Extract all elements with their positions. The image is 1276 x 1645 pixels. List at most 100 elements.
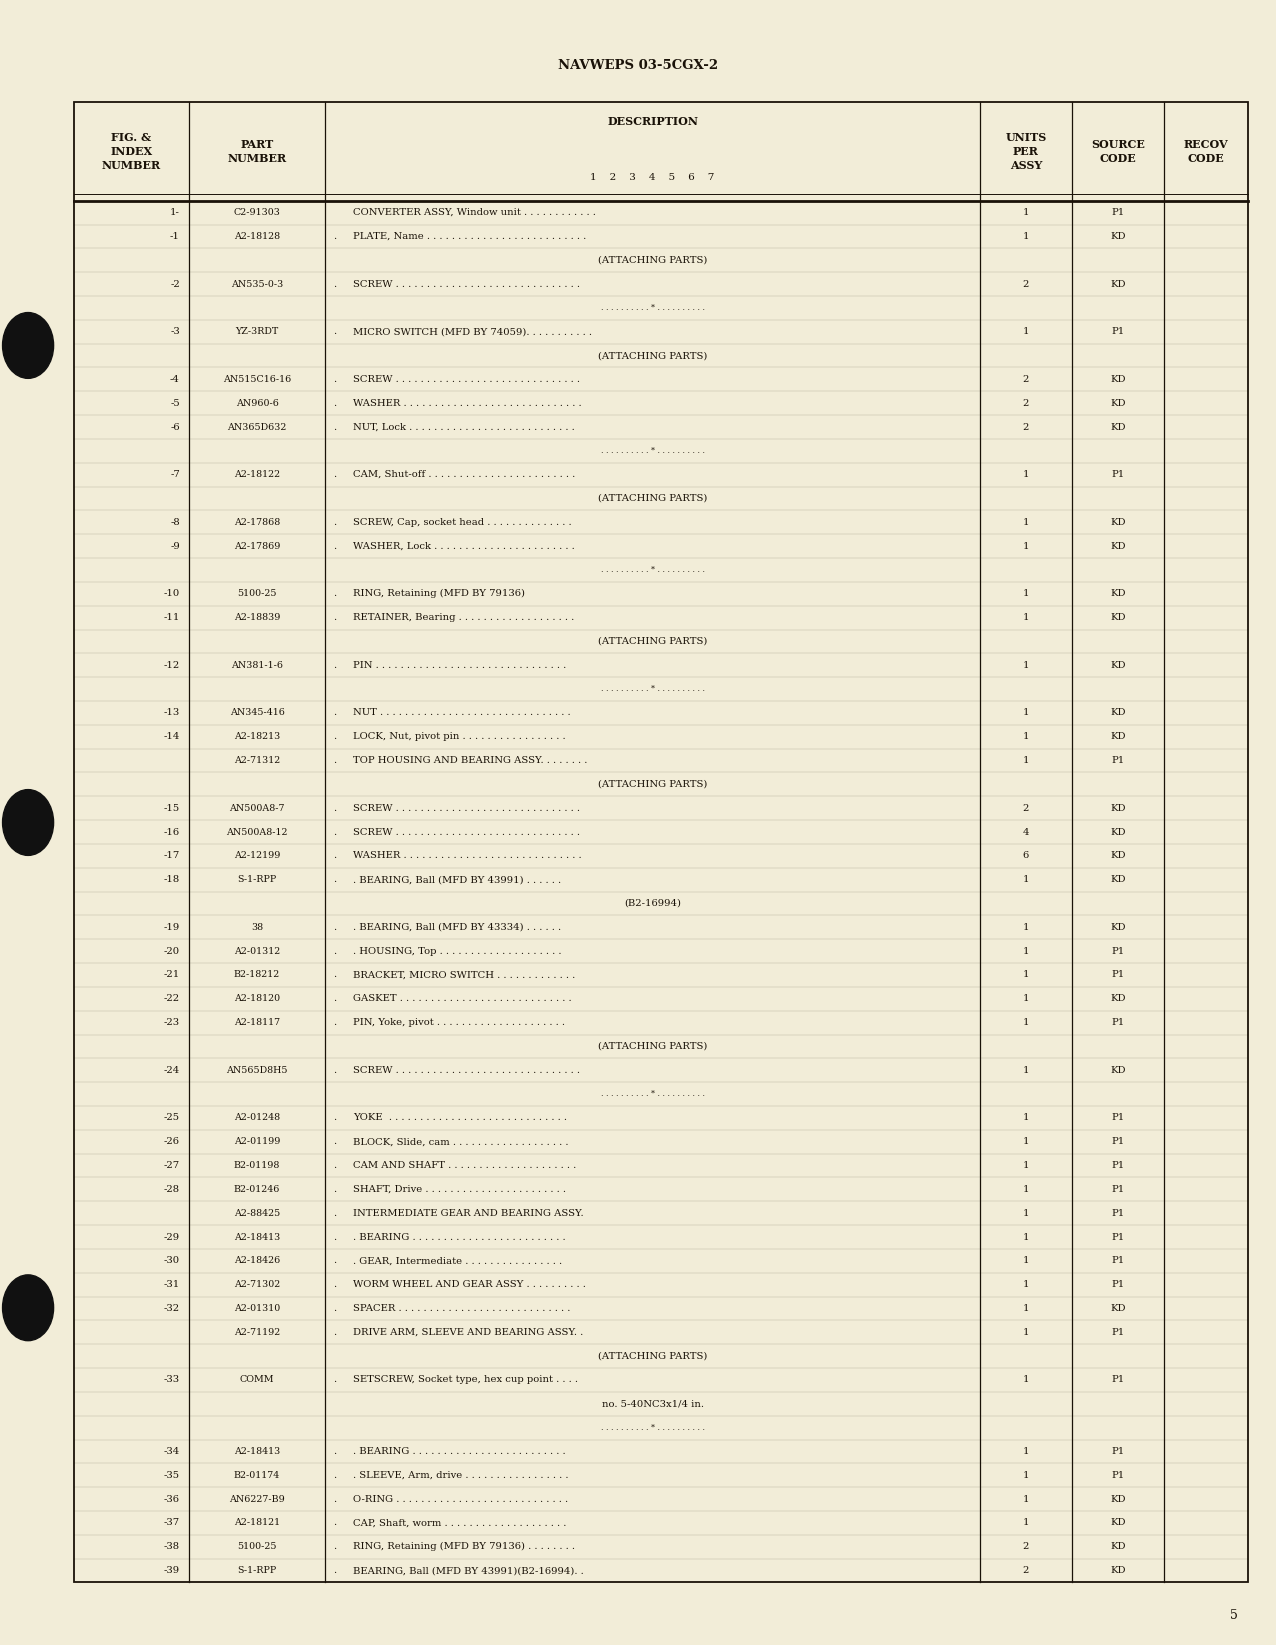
Text: 1: 1: [1022, 1518, 1030, 1528]
Text: YZ-3RDT: YZ-3RDT: [236, 327, 278, 336]
Text: 1: 1: [1022, 757, 1030, 765]
Text: SPACER . . . . . . . . . . . . . . . . . . . . . . . . . . . .: SPACER . . . . . . . . . . . . . . . . .…: [353, 1304, 570, 1313]
Text: KD: KD: [1110, 232, 1125, 240]
Text: RING, Retaining (MFD BY 79136) . . . . . . . .: RING, Retaining (MFD BY 79136) . . . . .…: [353, 1543, 575, 1551]
Text: 4: 4: [1022, 827, 1030, 837]
Text: . . . . . . . . . . * . . . . . . . . . .: . . . . . . . . . . * . . . . . . . . . …: [601, 304, 704, 313]
Text: 1: 1: [1022, 732, 1030, 742]
Text: .: .: [333, 1209, 336, 1217]
Text: WORM WHEEL AND GEAR ASSY . . . . . . . . . .: WORM WHEEL AND GEAR ASSY . . . . . . . .…: [353, 1280, 587, 1290]
Text: A2-01312: A2-01312: [234, 946, 281, 956]
Text: A2-18426: A2-18426: [234, 1257, 281, 1265]
Text: 1: 1: [1022, 1209, 1030, 1217]
Text: -18: -18: [163, 875, 180, 883]
Text: KD: KD: [1110, 1566, 1125, 1574]
Text: 1: 1: [1022, 1495, 1030, 1504]
Text: FIG. &
INDEX
NUMBER: FIG. & INDEX NUMBER: [102, 132, 161, 171]
Text: . . . . . . . . . . * . . . . . . . . . .: . . . . . . . . . . * . . . . . . . . . …: [601, 684, 704, 693]
Text: P1: P1: [1111, 1209, 1124, 1217]
Text: 1: 1: [1022, 541, 1030, 551]
Text: .: .: [333, 1328, 336, 1337]
Text: BRACKET, MICRO SWITCH . . . . . . . . . . . . .: BRACKET, MICRO SWITCH . . . . . . . . . …: [353, 971, 575, 979]
Text: KD: KD: [1110, 661, 1125, 670]
Text: .: .: [333, 1471, 336, 1481]
Text: AN500A8-12: AN500A8-12: [226, 827, 288, 837]
Text: KD: KD: [1110, 614, 1125, 622]
Text: -31: -31: [163, 1280, 180, 1290]
Text: .: .: [333, 875, 336, 883]
Text: .: .: [333, 423, 336, 431]
Text: 1: 1: [1022, 1328, 1030, 1337]
Text: 1: 1: [1022, 1257, 1030, 1265]
Text: PLATE, Name . . . . . . . . . . . . . . . . . . . . . . . . . .: PLATE, Name . . . . . . . . . . . . . . …: [353, 232, 587, 240]
Text: 1: 1: [1022, 1280, 1030, 1290]
Text: B2-18212: B2-18212: [234, 971, 281, 979]
Text: P1: P1: [1111, 1137, 1124, 1147]
Text: -27: -27: [163, 1161, 180, 1170]
Text: KD: KD: [1110, 518, 1125, 526]
Text: 5100-25: 5100-25: [237, 1543, 277, 1551]
Text: .: .: [333, 923, 336, 931]
Text: -30: -30: [163, 1257, 180, 1265]
Text: .: .: [333, 375, 336, 383]
Text: CAM, Shut-off . . . . . . . . . . . . . . . . . . . . . . . .: CAM, Shut-off . . . . . . . . . . . . . …: [353, 470, 575, 479]
Text: P1: P1: [1111, 971, 1124, 979]
Text: P1: P1: [1111, 1184, 1124, 1194]
Text: .: .: [333, 327, 336, 336]
Text: KD: KD: [1110, 1543, 1125, 1551]
Text: A2-17869: A2-17869: [234, 541, 281, 551]
Text: KD: KD: [1110, 375, 1125, 383]
Text: -36: -36: [163, 1495, 180, 1504]
Text: 2: 2: [1023, 1566, 1028, 1574]
Text: . BEARING . . . . . . . . . . . . . . . . . . . . . . . . .: . BEARING . . . . . . . . . . . . . . . …: [353, 1448, 567, 1456]
Text: SHAFT, Drive . . . . . . . . . . . . . . . . . . . . . . .: SHAFT, Drive . . . . . . . . . . . . . .…: [353, 1184, 567, 1194]
Text: .: .: [333, 661, 336, 670]
Text: -4: -4: [170, 375, 180, 383]
Text: 1: 1: [1022, 1018, 1030, 1026]
Text: -19: -19: [163, 923, 180, 931]
Text: A2-18213: A2-18213: [234, 732, 281, 742]
Text: 1: 1: [1022, 1375, 1030, 1385]
Text: -15: -15: [163, 804, 180, 813]
Text: AN345-416: AN345-416: [230, 709, 285, 717]
Text: .: .: [333, 1304, 336, 1313]
Text: -3: -3: [170, 327, 180, 336]
Text: .: .: [333, 280, 336, 288]
Text: WASHER, Lock . . . . . . . . . . . . . . . . . . . . . . .: WASHER, Lock . . . . . . . . . . . . . .…: [353, 541, 575, 551]
Text: -16: -16: [163, 827, 180, 837]
Text: S-1-RPP: S-1-RPP: [237, 1566, 277, 1574]
Text: 38: 38: [251, 923, 263, 931]
Text: KD: KD: [1110, 1495, 1125, 1504]
Text: AN365D632: AN365D632: [227, 423, 287, 431]
Text: 1: 1: [1022, 709, 1030, 717]
Text: .: .: [333, 589, 336, 599]
Text: SCREW, Cap, socket head . . . . . . . . . . . . . .: SCREW, Cap, socket head . . . . . . . . …: [353, 518, 572, 526]
Text: .: .: [333, 1518, 336, 1528]
Text: 1: 1: [1022, 614, 1030, 622]
Text: 1: 1: [1022, 875, 1030, 883]
Text: 2: 2: [1023, 280, 1028, 288]
Text: A2-18413: A2-18413: [234, 1448, 281, 1456]
Text: 1: 1: [1022, 661, 1030, 670]
Text: 1: 1: [1022, 994, 1030, 1003]
Text: SOURCE
CODE: SOURCE CODE: [1091, 138, 1145, 164]
Text: AN381-1-6: AN381-1-6: [231, 661, 283, 670]
Text: 1    2    3    4    5    6    7: 1 2 3 4 5 6 7: [591, 173, 715, 183]
Text: .: .: [333, 1066, 336, 1074]
Text: 1: 1: [1022, 1184, 1030, 1194]
Text: P1: P1: [1111, 1161, 1124, 1170]
Text: KD: KD: [1110, 589, 1125, 599]
Text: 2: 2: [1023, 423, 1028, 431]
Text: BLOCK, Slide, cam . . . . . . . . . . . . . . . . . . .: BLOCK, Slide, cam . . . . . . . . . . . …: [353, 1137, 569, 1147]
Text: . BEARING, Ball (MFD BY 43334) . . . . . .: . BEARING, Ball (MFD BY 43334) . . . . .…: [353, 923, 561, 931]
Text: .: .: [333, 1280, 336, 1290]
Text: KD: KD: [1110, 923, 1125, 931]
Text: .: .: [333, 1495, 336, 1504]
Text: 1: 1: [1022, 470, 1030, 479]
Text: A2-71192: A2-71192: [234, 1328, 281, 1337]
Text: P1: P1: [1111, 1280, 1124, 1290]
Text: -23: -23: [163, 1018, 180, 1026]
Text: 5100-25: 5100-25: [237, 589, 277, 599]
Text: KD: KD: [1110, 994, 1125, 1003]
Text: YOKE  . . . . . . . . . . . . . . . . . . . . . . . . . . . . .: YOKE . . . . . . . . . . . . . . . . . .…: [353, 1114, 568, 1122]
